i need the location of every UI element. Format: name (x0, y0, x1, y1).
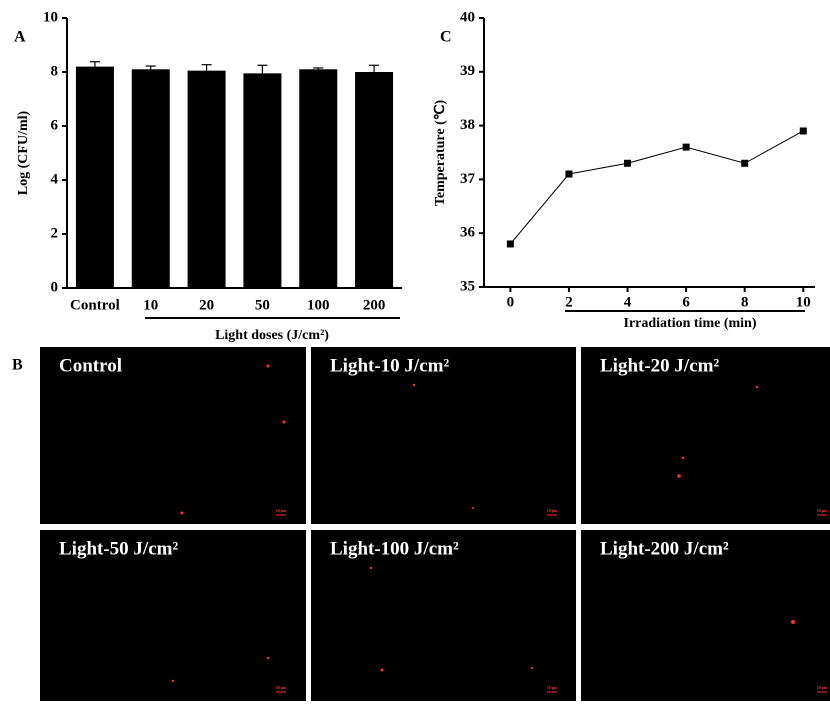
x-tick-label: 10 (143, 297, 158, 313)
marker (799, 127, 807, 135)
marker (624, 159, 632, 167)
micrograph-caption: Light-200 J/cm² (600, 538, 729, 559)
x-tick-label: 4 (624, 294, 632, 310)
bar (187, 70, 226, 289)
micrograph (40, 347, 306, 524)
y-tick-label: 38 (460, 117, 475, 133)
x-tick-label: 50 (255, 297, 270, 313)
marker (506, 240, 514, 248)
scale-bar-label: 10 μm (817, 685, 828, 690)
y-axis-label: Temperature (℃) (433, 100, 448, 207)
micrograph (581, 347, 830, 524)
x-tick-label: 6 (682, 294, 690, 310)
scale-bar-label: 10 μm (547, 508, 558, 513)
x-axis-label: Light doses (J/cm²) (215, 328, 329, 343)
x-tick-label: 20 (199, 297, 214, 313)
scale-bar-label: 10 μm (547, 685, 558, 690)
micrograph-caption: Light-50 J/cm² (59, 538, 178, 559)
marker (682, 143, 690, 151)
x-axis-label: Irradiation time (min) (624, 316, 757, 331)
micrograph (311, 347, 576, 524)
micrograph (311, 530, 576, 701)
y-tick-label: 8 (51, 63, 59, 79)
x-tick-label: 8 (741, 294, 749, 310)
y-tick-label: 0 (51, 279, 59, 295)
micrograph-grid (40, 347, 830, 701)
y-tick-label: 40 (460, 9, 475, 25)
bar (355, 72, 394, 288)
panel-label: B (12, 357, 23, 374)
y-tick-label: 37 (460, 171, 476, 187)
micrograph (581, 530, 830, 701)
fluorescent-cells (171, 364, 795, 683)
panel-label: C (440, 29, 452, 46)
marker (565, 170, 573, 178)
x-tick-label: Control (70, 297, 120, 313)
x-tick-label: 2 (565, 294, 573, 310)
x-tick-label: 200 (363, 297, 386, 313)
bar (243, 73, 282, 288)
y-axis-label: Log (CFU/ml) (16, 110, 31, 195)
micrograph-caption: Control (59, 355, 122, 376)
y-tick-label: 2 (51, 225, 59, 241)
marker (741, 159, 749, 167)
x-tick-label: 0 (507, 294, 515, 310)
micrograph (40, 530, 306, 701)
y-tick-label: 6 (51, 117, 59, 133)
scale-bar-label: 10 μm (276, 508, 287, 513)
x-tick-label: 10 (796, 294, 811, 310)
y-tick-label: 10 (43, 9, 58, 25)
scale-bar-label: 10 μm (276, 685, 287, 690)
scale-bar-label: 10 μm (817, 508, 828, 513)
bar (75, 66, 114, 288)
micrograph-caption: Light-20 J/cm² (600, 355, 719, 376)
bar (299, 69, 338, 288)
y-tick-label: 4 (51, 171, 59, 187)
line (509, 130, 804, 245)
bar (131, 69, 170, 288)
y-tick-label: 36 (460, 225, 476, 241)
y-tick-label: 39 (460, 63, 475, 79)
y-tick-label: 35 (460, 278, 475, 294)
panel-label: A (14, 29, 26, 46)
micrograph-caption: Light-10 J/cm² (330, 355, 449, 376)
x-tick-label: 100 (307, 297, 330, 313)
micrograph-caption: Light-100 J/cm² (330, 538, 459, 559)
